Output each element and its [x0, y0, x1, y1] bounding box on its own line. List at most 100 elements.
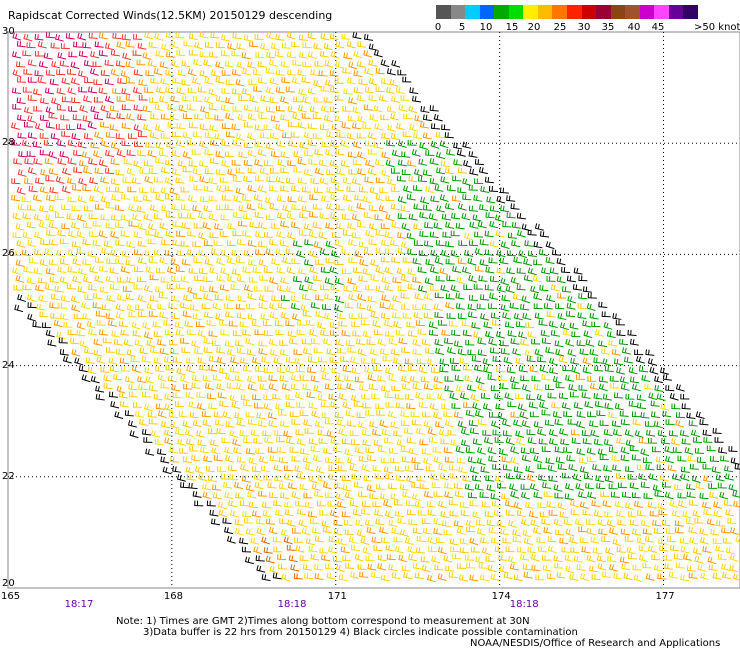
wind-barb — [515, 393, 525, 400]
wind-barb — [644, 535, 654, 543]
wind-barb — [121, 140, 131, 147]
wind-barb — [488, 527, 498, 534]
wind-barb — [424, 490, 434, 499]
wind-barb — [147, 149, 157, 158]
wind-barb — [201, 411, 211, 418]
wind-barb — [137, 150, 147, 157]
wind-barb — [115, 239, 125, 247]
wind-barb — [306, 391, 316, 399]
wind-barb — [202, 419, 212, 427]
wind-barb — [564, 554, 574, 563]
wind-barb — [309, 193, 319, 201]
wind-barb — [79, 160, 89, 167]
wind-barb — [460, 392, 470, 400]
wind-barb — [347, 204, 357, 213]
wind-barb — [330, 284, 340, 292]
wind-barb — [717, 482, 727, 489]
wind-barb — [349, 464, 359, 472]
wind-barb — [176, 49, 186, 57]
wind-barb — [48, 259, 58, 266]
wind-barb — [246, 375, 256, 384]
wind-barb — [301, 205, 311, 213]
wind-barb — [198, 267, 208, 275]
wind-barb — [308, 475, 318, 484]
wind-barb — [228, 500, 238, 508]
wind-barb — [462, 266, 471, 275]
wind-barb — [177, 160, 187, 168]
wind-barb — [589, 312, 599, 320]
wind-barb — [219, 177, 229, 183]
wind-barb — [387, 124, 397, 132]
wind-barb — [361, 429, 371, 437]
wind-barb — [114, 186, 124, 194]
wind-barb — [78, 365, 88, 373]
wind-barb — [58, 337, 68, 344]
wind-barb — [66, 124, 76, 130]
wind-barb — [475, 556, 485, 564]
wind-barb — [457, 420, 467, 429]
wind-barb — [14, 304, 24, 313]
wind-barb — [208, 103, 218, 111]
wind-barb — [120, 329, 130, 336]
wind-barb — [348, 61, 358, 70]
wind-barb — [246, 348, 256, 357]
wind-barb — [320, 329, 330, 337]
wind-barb — [197, 357, 207, 364]
wind-barb — [504, 500, 514, 508]
wind-barb — [407, 545, 417, 554]
wind-barb — [254, 140, 264, 148]
wind-barb — [159, 256, 169, 265]
wind-barb — [225, 112, 235, 121]
wind-barb — [411, 481, 421, 489]
wind-barb — [385, 544, 395, 552]
wind-barb — [65, 32, 75, 40]
wind-barb — [341, 438, 351, 445]
wind-barb — [38, 60, 48, 69]
wind-barb — [198, 473, 208, 482]
wind-barb — [468, 184, 478, 191]
wind-barb — [191, 374, 201, 382]
wind-barb — [297, 69, 307, 77]
wind-barb — [290, 131, 300, 138]
wind-barb — [277, 554, 287, 561]
wind-barb — [267, 411, 277, 420]
wind-barb — [346, 340, 356, 347]
wind-barb — [598, 383, 608, 392]
wind-barb — [193, 292, 203, 300]
wind-barb — [110, 158, 120, 166]
wind-barb — [231, 401, 241, 409]
wind-barb — [105, 222, 115, 229]
wind-barb — [214, 223, 224, 231]
wind-barb — [459, 547, 469, 554]
wind-barb — [216, 204, 226, 211]
wind-barb — [350, 439, 360, 446]
wind-barb — [366, 304, 376, 313]
wind-barb — [176, 367, 186, 376]
wind-barb — [318, 159, 328, 167]
wind-barb — [200, 446, 210, 454]
wind-barb — [133, 104, 143, 112]
wind-barb — [408, 518, 418, 526]
wind-barb — [122, 52, 132, 61]
wind-barb — [275, 86, 285, 94]
wind-barb — [183, 40, 193, 47]
wind-barb — [50, 42, 60, 49]
wind-barb — [609, 375, 619, 382]
wind-barb — [665, 455, 675, 464]
wind-barb — [103, 374, 113, 382]
wind-barb — [351, 213, 361, 222]
wind-barb — [59, 150, 69, 158]
wind-barb — [719, 491, 729, 500]
wind-barb — [280, 311, 290, 320]
wind-barb — [378, 205, 388, 213]
wind-barb — [312, 133, 322, 139]
wind-barb — [685, 518, 695, 525]
wind-barb — [280, 295, 290, 302]
wind-barb — [441, 403, 451, 410]
wind-barb — [436, 205, 446, 213]
wind-barb — [433, 456, 443, 465]
wind-barb — [380, 223, 390, 229]
wind-barb — [352, 285, 362, 293]
wind-barb — [316, 500, 326, 507]
wind-barb — [39, 186, 49, 194]
